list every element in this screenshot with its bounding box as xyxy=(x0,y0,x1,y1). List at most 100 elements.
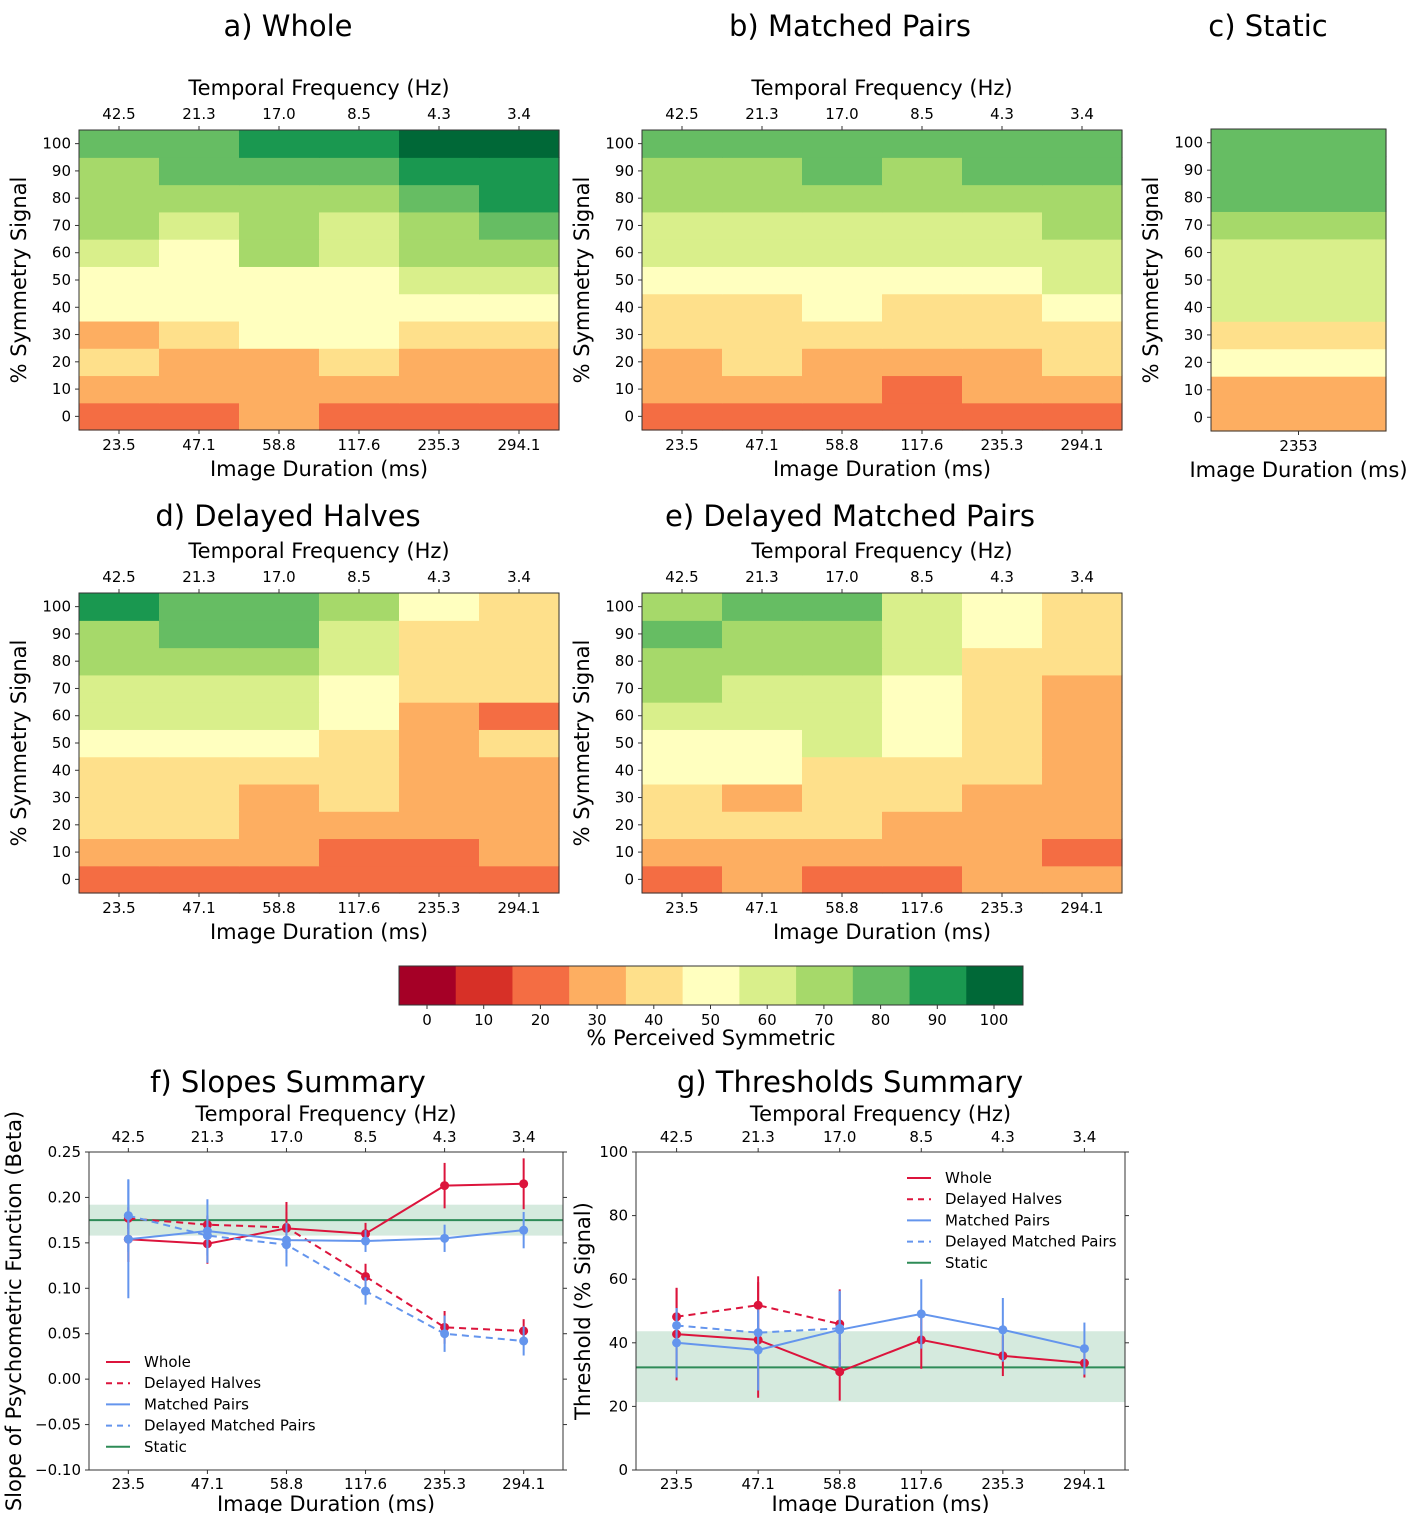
heat-cell xyxy=(79,211,160,240)
heat-cell xyxy=(642,293,723,322)
heat-cell xyxy=(479,320,560,349)
heat-cell xyxy=(1042,783,1123,812)
heat-cell xyxy=(642,184,723,213)
heat-cell xyxy=(962,783,1043,812)
heat-cell xyxy=(1042,620,1123,649)
colorbar-swatch xyxy=(739,966,797,1005)
heat-cell xyxy=(159,184,240,213)
heat-cell xyxy=(79,756,160,785)
heat-cell xyxy=(239,375,320,404)
heat-cell xyxy=(882,157,963,186)
heat-cell xyxy=(399,375,480,404)
heat-cell xyxy=(1042,811,1123,840)
heat-cell xyxy=(962,674,1043,703)
heat-cell xyxy=(79,184,160,213)
colorbar-label: % Perceived Symmetric xyxy=(586,1026,835,1050)
y-tick-label: 30 xyxy=(52,789,71,807)
y-tick-label: 40 xyxy=(1184,298,1203,316)
legend-label-delayed_halves: Delayed Halves xyxy=(945,1190,1062,1208)
heat-cell xyxy=(962,838,1043,867)
y-tick-label: 20 xyxy=(609,1397,628,1415)
y-tick-label: 100 xyxy=(605,135,634,153)
x2-axis-label: Temporal Frequency (Hz) xyxy=(194,1102,456,1126)
y-tick-label: 80 xyxy=(52,189,71,207)
heat-cell xyxy=(722,130,803,158)
y-tick-label: 40 xyxy=(52,761,71,779)
heat-cell xyxy=(802,729,883,758)
colorbar-tick-label: 50 xyxy=(701,1011,720,1029)
legend-label-static: Static xyxy=(144,1438,187,1456)
y-tick-label: 40 xyxy=(615,761,634,779)
heat-cell xyxy=(79,783,160,812)
y-tick-label: 0.15 xyxy=(48,1234,81,1252)
colorbar-swatch xyxy=(512,966,570,1005)
x-tick-label: 23.5 xyxy=(665,899,698,917)
y-tick-label: 90 xyxy=(52,625,71,643)
y-tick-label: 20 xyxy=(52,816,71,834)
heat-cell xyxy=(882,783,963,812)
heat-cell xyxy=(882,348,963,377)
x-tick-label: 47.1 xyxy=(191,1475,224,1493)
x2-tick-label: 17.0 xyxy=(262,105,295,123)
series-line xyxy=(676,1333,1085,1373)
line-panel-g: g) Thresholds Summary 0 20 40 60 80 100 23.5 42.… xyxy=(571,1065,1129,1513)
heat-cell xyxy=(642,647,723,676)
heat-cell xyxy=(479,756,560,785)
heat-cell xyxy=(802,593,883,621)
heat-cell xyxy=(239,293,320,322)
y-tick-label: 70 xyxy=(1184,216,1203,234)
heat-cell xyxy=(479,266,560,295)
colorbar-tick-label: 80 xyxy=(871,1011,890,1029)
y-tick-label: 50 xyxy=(1184,271,1203,289)
heat-cell xyxy=(239,211,320,240)
heat-cell xyxy=(962,647,1043,676)
heat-cell xyxy=(159,865,240,894)
heat-cell xyxy=(882,865,963,894)
x-tick-label: 117.6 xyxy=(338,899,381,917)
y-tick-label: 20 xyxy=(615,353,634,371)
heat-cell xyxy=(239,702,320,730)
heat-cell xyxy=(882,239,963,267)
heat-cell xyxy=(319,729,400,758)
heat-cell xyxy=(319,593,400,621)
x2-tick-label: 17.0 xyxy=(262,568,295,586)
heat-cell xyxy=(319,865,400,894)
heat-cell xyxy=(722,184,803,213)
x2-tick-label: 4.3 xyxy=(991,1128,1015,1146)
heat-cell xyxy=(319,702,400,730)
heat-cell xyxy=(79,375,160,404)
x2-tick-label: 8.5 xyxy=(347,568,371,586)
colorbar-swatch xyxy=(455,966,513,1005)
x2-axis-label: Temporal Frequency (Hz) xyxy=(750,76,1012,100)
heat-cell xyxy=(802,130,883,158)
heatmap-panel-b: b) Matched Pairs 0 10 20 30 40 50 60 70 80 90 100 23… xyxy=(570,9,1123,481)
heat-cell xyxy=(479,620,560,649)
x-tick-label: 58.8 xyxy=(262,436,295,454)
heat-cell xyxy=(962,756,1043,785)
heat-cell xyxy=(802,293,883,322)
heat-cell xyxy=(239,130,320,158)
x-tick-label: 23.5 xyxy=(112,1475,145,1493)
heat-cell xyxy=(802,647,883,676)
colorbar-swatch xyxy=(966,966,1024,1005)
heat-cell xyxy=(239,593,320,621)
heat-cell xyxy=(399,756,480,785)
heat-cell xyxy=(319,293,400,322)
y-tick-label: 50 xyxy=(615,271,634,289)
heat-cell xyxy=(319,783,400,812)
legend-label-delayed_matched_pairs: Delayed Matched Pairs xyxy=(945,1233,1117,1251)
y-axis-label: Slope of Psychometric Function (Beta) xyxy=(2,1111,26,1511)
y-tick-label: 70 xyxy=(615,216,634,234)
heat-cell xyxy=(722,157,803,186)
heat-cell xyxy=(722,266,803,295)
x2-tick-label: 8.5 xyxy=(347,105,371,123)
heat-cell xyxy=(79,729,160,758)
y-tick-label: 60 xyxy=(52,244,71,262)
x-tick-label: 294.1 xyxy=(498,899,541,917)
heat-cell xyxy=(1042,674,1123,703)
line-panel-f: f) Slopes Summary −0.10 −0.05 0.00 0.05 0.10 0… xyxy=(2,1065,567,1513)
x-tick-label: 294.1 xyxy=(498,436,541,454)
heat-cell xyxy=(159,157,240,186)
y-tick-label: 80 xyxy=(615,652,634,670)
